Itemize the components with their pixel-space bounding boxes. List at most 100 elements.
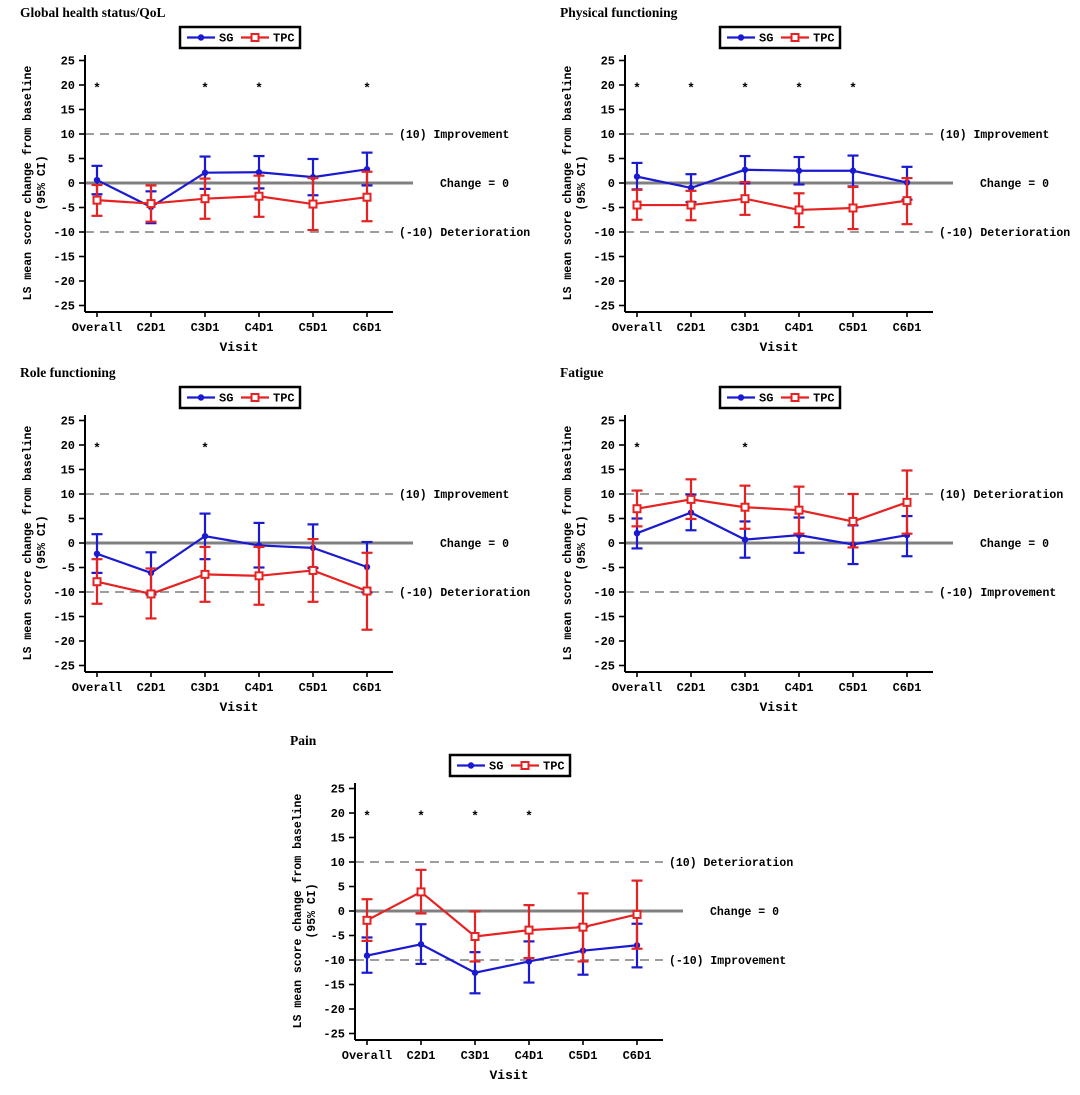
marker-tpc — [848, 203, 858, 213]
ref-label-upper: (10) Improvement — [399, 489, 509, 502]
y-tick-label: 0 — [338, 905, 345, 919]
y-tick-label: -10 — [593, 586, 615, 600]
significance-asterisk: * — [417, 809, 425, 824]
legend-box — [448, 753, 572, 778]
significance-asterisk: * — [741, 441, 749, 456]
marker-tpc — [902, 497, 912, 507]
legend-label-sg: SG — [759, 392, 773, 406]
x-tick-label: Overall — [612, 681, 662, 695]
chart-cell-physical: Physical functioning (10) Improvement (-1… — [540, 0, 1080, 360]
x-tick-label: Overall — [342, 1049, 392, 1063]
x-tick-label: Overall — [612, 321, 662, 335]
y-tick-label: -10 — [323, 954, 345, 968]
marker-sg — [525, 958, 533, 965]
y-tick-label: 20 — [331, 807, 345, 821]
ref-label-upper: (10) Deterioration — [669, 857, 793, 870]
legend-label-tpc: TPC — [273, 32, 295, 46]
legend-marker-tpc-icon — [520, 761, 530, 770]
significance-asterisk: * — [201, 441, 209, 456]
ref-label-lower: (-10) Deterioration — [399, 227, 530, 240]
y-tick-label: 10 — [601, 128, 615, 142]
series-line-tpc — [636, 498, 908, 523]
legend-box — [718, 25, 842, 50]
legend-box — [718, 385, 842, 410]
marker-tpc — [686, 200, 696, 210]
y-tick-label: -25 — [593, 300, 615, 314]
series-line-tpc — [96, 569, 368, 596]
marker-sg — [795, 167, 803, 174]
marker-tpc — [632, 909, 642, 919]
y-tick-label: 20 — [601, 79, 615, 93]
y-tick-label: -20 — [323, 1003, 345, 1017]
y-tick-label: -25 — [53, 300, 75, 314]
x-tick-label: C2D1 — [677, 321, 706, 335]
y-tick-label: 25 — [61, 415, 75, 429]
series-line-sg — [636, 168, 908, 190]
ref-label-lower: (-10) Improvement — [669, 955, 786, 968]
legend-marker-sg-icon — [737, 394, 745, 401]
y-tick-label: 0 — [68, 177, 75, 191]
x-tick-label: C6D1 — [353, 321, 382, 335]
legend-label-sg: SG — [219, 32, 233, 46]
x-tick-label: C4D1 — [245, 321, 274, 335]
significance-asterisk: * — [633, 81, 641, 96]
chart-global-health-qol: Global health status/QoL (10) Improvemen… — [20, 5, 530, 355]
significance-asterisk: * — [255, 81, 263, 96]
x-tick-label: C2D1 — [137, 681, 166, 695]
ref-label-upper: (10) Improvement — [399, 129, 509, 142]
significance-asterisk: * — [633, 441, 641, 456]
marker-tpc — [146, 199, 156, 209]
y-tick-label: 10 — [601, 488, 615, 502]
legend-label-tpc: TPC — [813, 392, 835, 406]
marker-sg — [741, 536, 749, 543]
legend-label-sg: SG — [759, 32, 773, 46]
x-axis-title: Visit — [219, 340, 258, 355]
y-tick-label: -5 — [61, 562, 75, 576]
marker-sg — [201, 532, 209, 540]
chart-cell-role: Role functioning (10) Improvement (-10) D… — [0, 360, 540, 728]
y-tick-label: 15 — [601, 104, 615, 118]
x-tick-label: C6D1 — [353, 681, 382, 695]
y-tick-label: -5 — [61, 202, 75, 216]
ref-label-upper: (10) Deterioration — [939, 489, 1063, 502]
y-tick-label: -25 — [53, 660, 75, 674]
marker-sg — [93, 176, 101, 184]
y-tick-label: 20 — [601, 439, 615, 453]
chart-cell-fatigue: Fatigue (10) Deterioration (-10) Improvem… — [540, 360, 1080, 728]
significance-asterisk: * — [93, 441, 101, 456]
zero-label: Change = 0 — [440, 538, 509, 551]
chart-pain: Pain (10) Deterioration (-10) Improvement… — [290, 733, 793, 1083]
marker-tpc — [362, 915, 372, 925]
y-tick-label: 15 — [61, 464, 75, 478]
y-tick-label: 10 — [61, 128, 75, 142]
y-tick-label: 25 — [601, 55, 615, 69]
legend-marker-tpc-icon — [250, 33, 260, 42]
series-line-tpc — [96, 195, 368, 206]
marker-tpc — [308, 565, 318, 575]
y-tick-label: -20 — [593, 275, 615, 289]
y-tick-label: 5 — [608, 153, 615, 167]
legend-marker-sg-icon — [197, 394, 205, 401]
chart-title: Role functioning — [20, 365, 116, 380]
y-tick-label: -15 — [593, 611, 615, 625]
y-axis-title-line2: (95% CI) — [576, 515, 589, 570]
y-axis-title-line2: (95% CI) — [36, 155, 49, 210]
x-tick-label: C5D1 — [299, 321, 328, 335]
x-tick-label: C4D1 — [785, 321, 814, 335]
marker-tpc — [686, 494, 696, 504]
x-tick-label: C3D1 — [731, 321, 760, 335]
y-tick-label: 0 — [608, 537, 615, 551]
significance-asterisk: * — [201, 81, 209, 96]
marker-tpc — [632, 504, 642, 514]
y-axis-title-line1: LS mean score change from baseline — [22, 66, 35, 301]
x-tick-label: Overall — [72, 681, 122, 695]
chart-physical-functioning: Physical functioning (10) Improvement (-1… — [560, 5, 1070, 355]
legend-marker-tpc-icon — [790, 393, 800, 402]
y-axis-title-line1: LS mean score change from baseline — [292, 794, 305, 1029]
significance-asterisk: * — [795, 81, 803, 96]
x-tick-label: C5D1 — [299, 681, 328, 695]
chart-title: Pain — [290, 733, 317, 748]
x-tick-label: C6D1 — [893, 321, 922, 335]
marker-sg — [687, 184, 695, 192]
ref-label-lower: (-10) Deterioration — [399, 587, 530, 600]
